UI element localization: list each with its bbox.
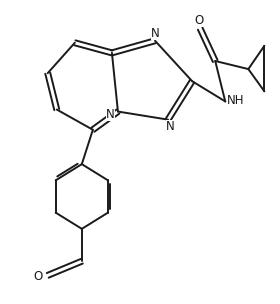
Text: N: N — [151, 27, 159, 40]
Text: NH: NH — [227, 94, 245, 106]
Text: N: N — [166, 120, 175, 133]
Text: O: O — [194, 14, 203, 27]
Text: N: N — [106, 108, 115, 121]
Text: O: O — [33, 270, 43, 283]
